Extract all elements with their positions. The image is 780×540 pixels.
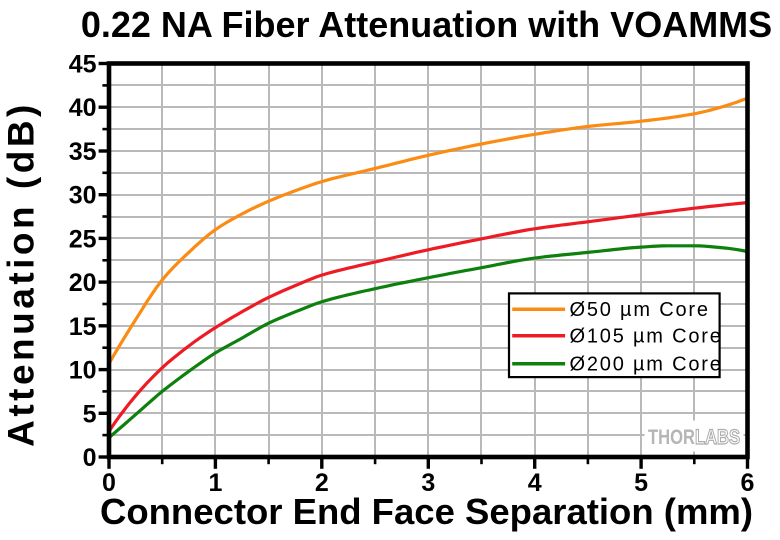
svg-text:45: 45 (69, 51, 97, 79)
svg-text:0.22 NA Fiber Attenuation with: 0.22 NA Fiber Attenuation with VOAMMS (81, 4, 772, 45)
svg-text:0: 0 (83, 444, 97, 472)
svg-text:2: 2 (315, 469, 329, 497)
svg-text:Attenuation (dB): Attenuation (dB) (1, 101, 42, 447)
svg-text:30: 30 (69, 182, 97, 210)
svg-text:3: 3 (421, 469, 435, 497)
svg-text:5: 5 (83, 400, 97, 428)
svg-text:4: 4 (528, 469, 542, 497)
svg-text:0: 0 (102, 469, 116, 497)
svg-text:5: 5 (634, 469, 648, 497)
svg-text:Ø50 µm Core: Ø50 µm Core (570, 299, 710, 321)
svg-text:THORLABS: THORLABS (648, 426, 740, 449)
svg-text:40: 40 (69, 94, 97, 122)
svg-text:15: 15 (69, 313, 97, 341)
svg-text:20: 20 (69, 269, 97, 297)
svg-text:Ø105 µm Core: Ø105 µm Core (570, 326, 723, 348)
svg-text:10: 10 (69, 357, 97, 385)
svg-text:6: 6 (741, 469, 755, 497)
svg-text:Connector End Face Separation: Connector End Face Separation (mm) (100, 491, 753, 532)
svg-text:25: 25 (69, 225, 97, 253)
svg-text:35: 35 (69, 138, 97, 166)
svg-text:Ø200 µm Core: Ø200 µm Core (570, 354, 723, 376)
svg-text:1: 1 (208, 469, 222, 497)
